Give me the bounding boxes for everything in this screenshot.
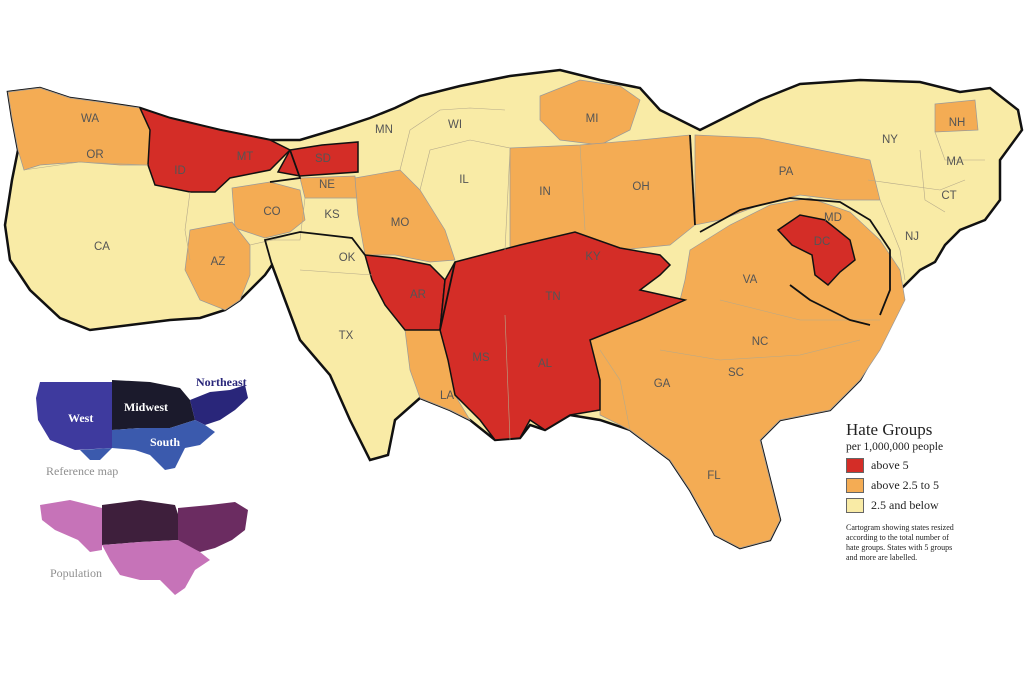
state-label-AZ: AZ (211, 256, 226, 268)
legend-item-label: above 2.5 to 5 (871, 478, 939, 493)
state-label-CT: CT (941, 190, 956, 202)
state-label-GA: GA (654, 378, 671, 390)
state-label-MD: MD (824, 212, 842, 224)
inset-northeast (190, 385, 248, 425)
state-label-PA: PA (779, 166, 794, 178)
state-label-ID: ID (174, 165, 186, 177)
legend-item-label: 2.5 and below (871, 498, 939, 513)
state-label-TN: TN (545, 291, 560, 303)
state-label-IL: IL (459, 174, 469, 186)
legend-swatch-above5 (846, 458, 864, 473)
state-label-AR: AR (410, 289, 426, 301)
state-label-OR: OR (86, 149, 103, 161)
inset-label-midwest: Midwest (124, 400, 168, 414)
state-label-MT: MT (237, 151, 254, 163)
state-label-KS: KS (324, 209, 340, 221)
legend-subtitle: per 1,000,000 people (846, 441, 1016, 453)
state-label-FL: FL (707, 470, 721, 482)
state-label-TX: TX (339, 330, 354, 342)
reference-map-label: Reference map (46, 464, 118, 479)
state-label-WI: WI (448, 119, 462, 131)
state-label-WA: WA (81, 113, 99, 125)
state-label-CA: CA (94, 241, 110, 253)
state-label-IN: IN (539, 186, 551, 198)
legend-swatch-low (846, 498, 864, 513)
state-label-CO: CO (263, 206, 280, 218)
pop-midwest (102, 500, 180, 545)
legend-item: above 2.5 to 5 (846, 478, 1016, 493)
legend-item: 2.5 and below (846, 498, 1016, 513)
legend-note: Cartogram showing states resized accordi… (846, 523, 956, 563)
state-label-DC: DC (814, 236, 831, 248)
state-label-OK: OK (339, 252, 356, 264)
state-label-NH: NH (949, 117, 966, 129)
state-label-MN: MN (375, 124, 393, 136)
state-label-NC: NC (752, 336, 769, 348)
state-label-NJ: NJ (905, 231, 919, 243)
legend-item-label: above 5 (871, 458, 909, 473)
population-label: Population (50, 566, 102, 581)
state-region-WA-OR (8, 88, 150, 170)
state-label-MS: MS (472, 352, 490, 364)
state-label-NY: NY (882, 134, 898, 146)
pop-northeast (178, 502, 248, 552)
pop-west (40, 500, 102, 552)
state-label-VA: VA (743, 274, 758, 286)
legend: Hate Groups per 1,000,000 people above 5… (846, 420, 1016, 563)
legend-item: above 5 (846, 458, 1016, 473)
state-label-MO: MO (391, 217, 410, 229)
state-label-MI: MI (586, 113, 599, 125)
state-label-KY: KY (585, 251, 601, 263)
legend-swatch-mid (846, 478, 864, 493)
state-label-SD: SD (315, 153, 331, 165)
legend-title: Hate Groups (846, 420, 1016, 440)
inset-label-south: South (150, 435, 180, 449)
state-label-NE: NE (319, 179, 335, 191)
state-label-OH: OH (632, 181, 649, 193)
inset-label-west: West (68, 411, 93, 425)
state-region-IN-OH (510, 135, 695, 250)
state-label-LA: LA (440, 390, 454, 402)
state-label-MA: MA (946, 156, 964, 168)
inset-label-northeast: Northeast (196, 375, 247, 389)
reference-inset-map: West Midwest South Northeast (36, 375, 248, 470)
state-label-AL: AL (538, 358, 553, 370)
state-label-SC: SC (728, 367, 744, 379)
